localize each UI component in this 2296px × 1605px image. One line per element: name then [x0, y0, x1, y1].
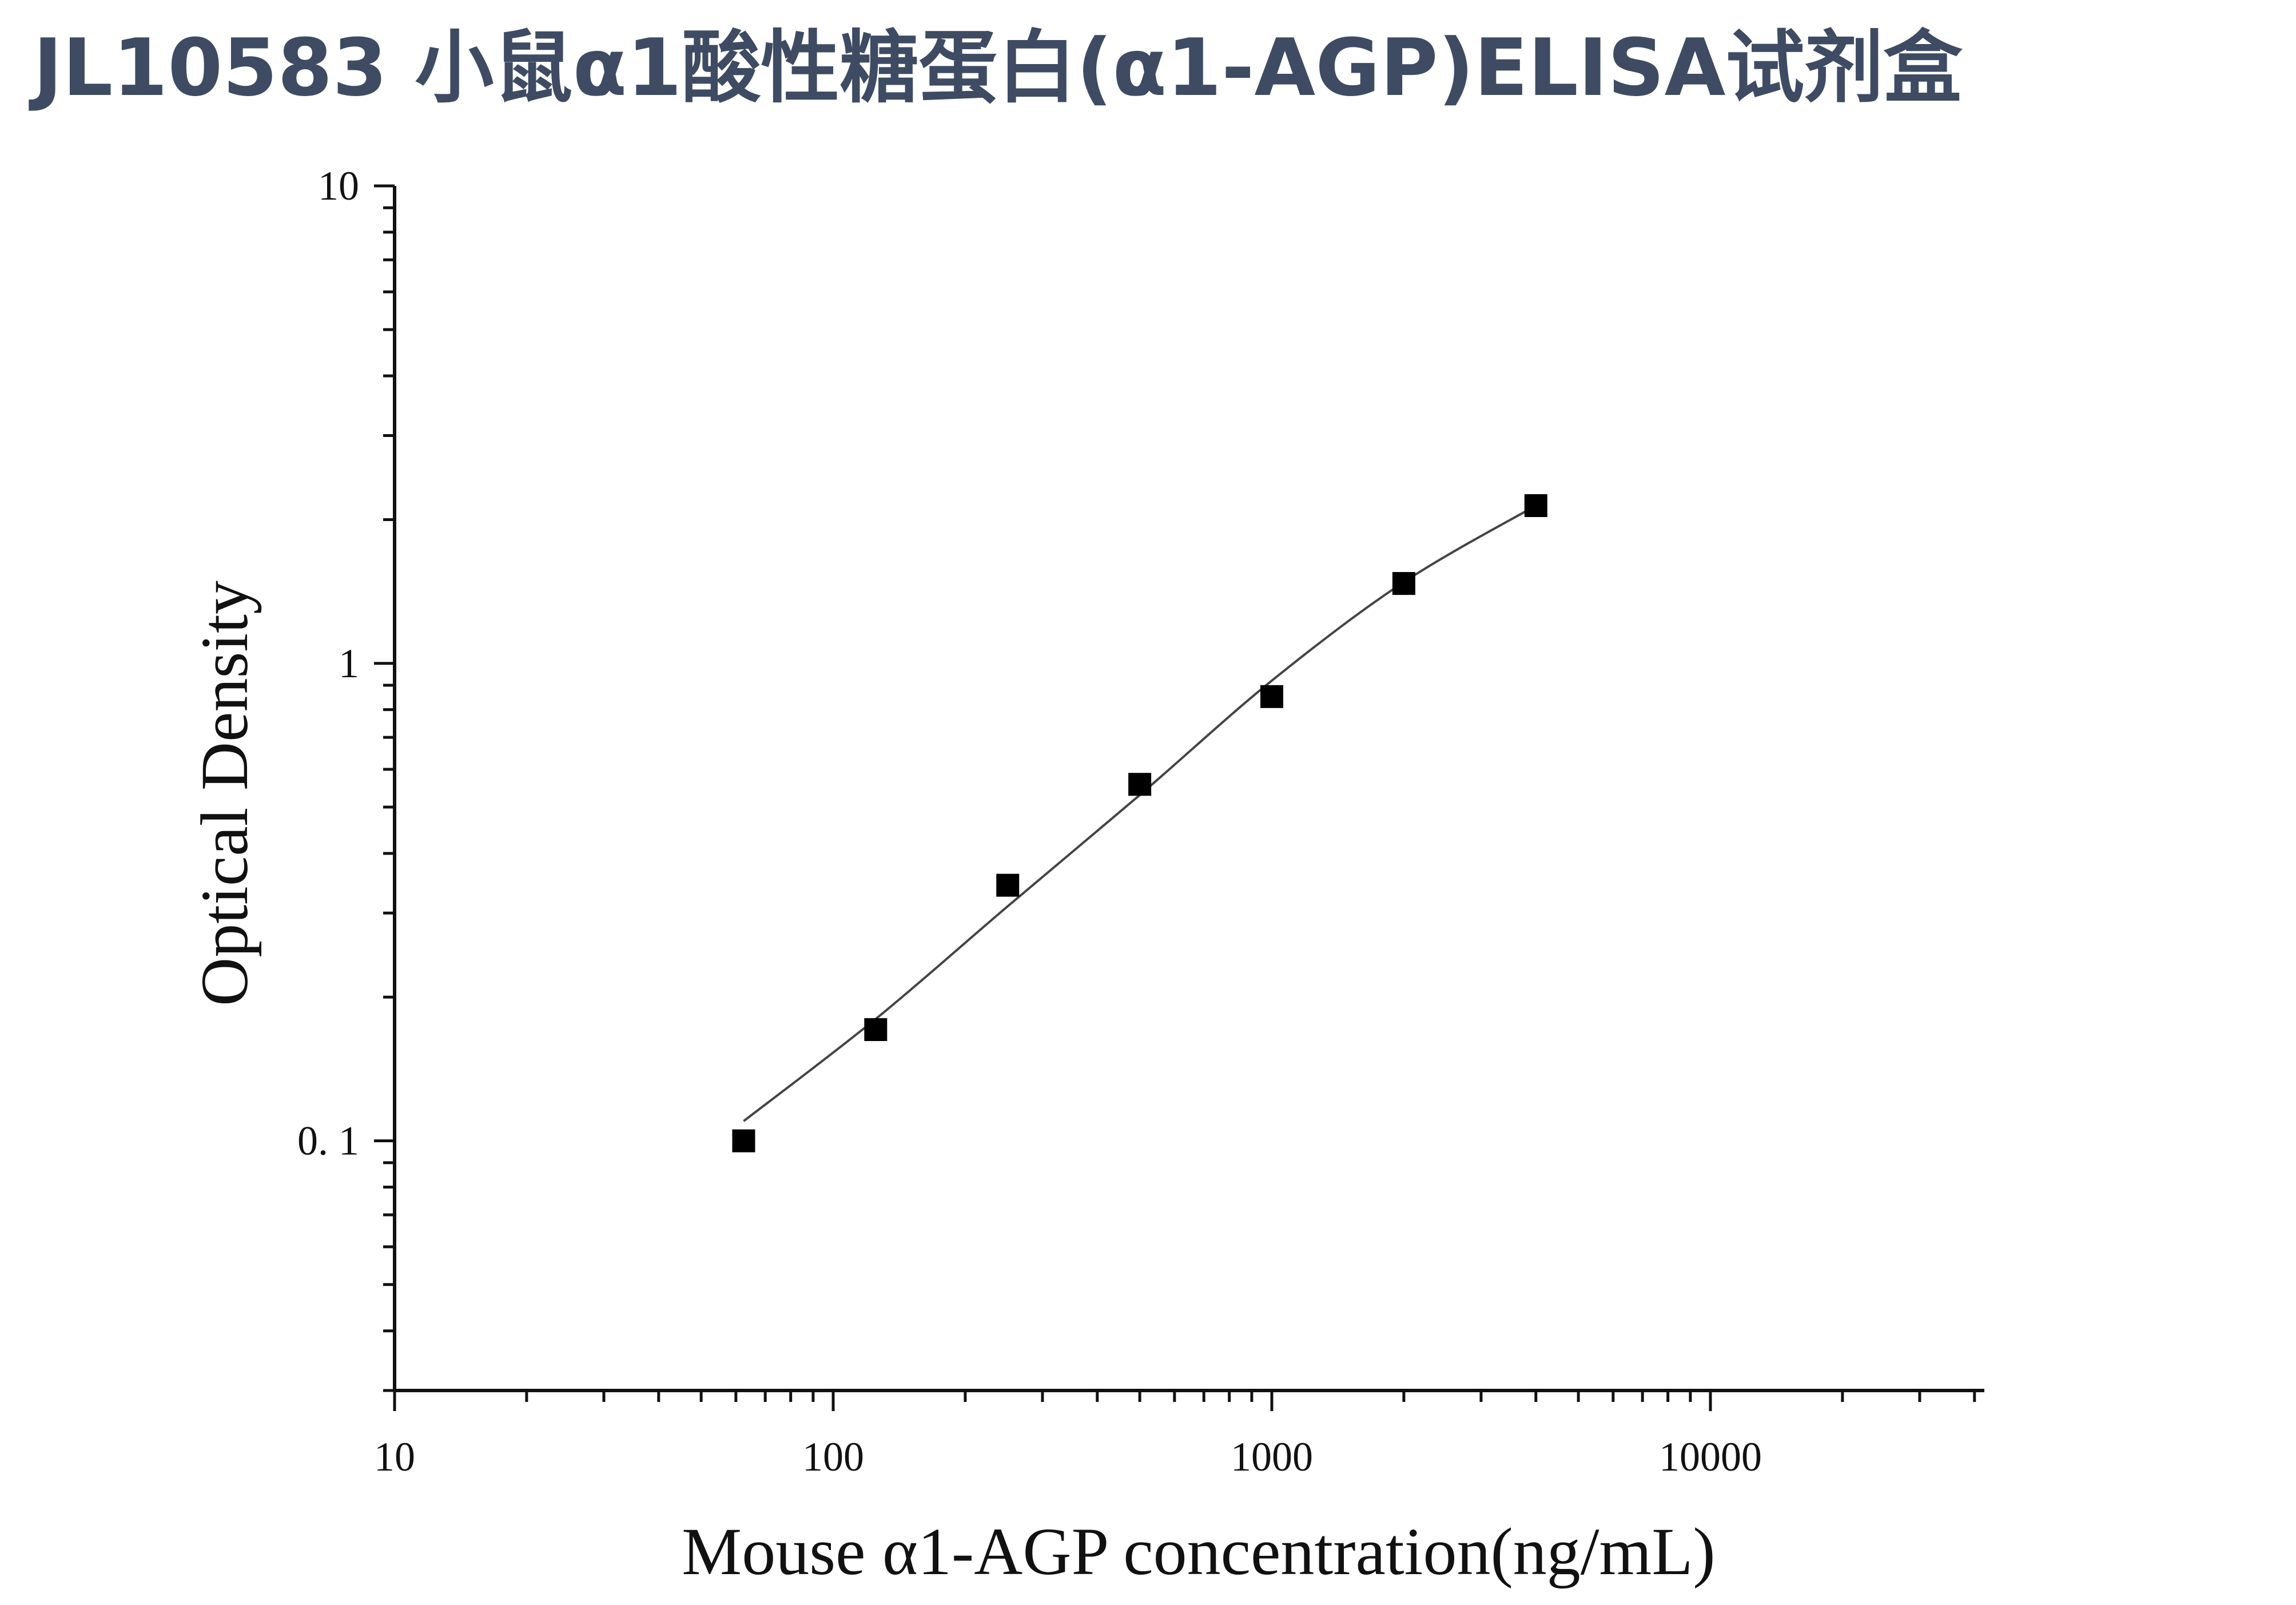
- y-axis-title: Optical Density: [187, 581, 262, 1006]
- x-tick-label: 1000: [1231, 1434, 1313, 1480]
- data-point: [996, 873, 1020, 897]
- data-point: [732, 1129, 755, 1153]
- fit-curve: [743, 504, 1537, 1122]
- data-point: [1524, 494, 1547, 517]
- data-point: [864, 1018, 888, 1042]
- data-point: [1392, 572, 1415, 595]
- x-tick-label: 100: [802, 1434, 864, 1480]
- tick-labels: 10 100 1000 10000 0. 1 1 10: [297, 163, 1762, 1480]
- y-tick-label: 0. 1: [297, 1118, 359, 1164]
- data-point: [1260, 685, 1283, 708]
- y-tick-label: 1: [339, 641, 359, 686]
- x-tick-label: 10000: [1659, 1434, 1762, 1480]
- x-axis-title: Mouse α1-AGP concentration(ng/mL): [682, 1514, 1715, 1589]
- data-point: [1128, 773, 1152, 796]
- axes: [393, 186, 1984, 1392]
- y-tick-label: 10: [318, 163, 359, 209]
- data-points: [732, 494, 1547, 1153]
- page-title: JL10583 小鼠α1酸性糖蛋白(α1-AGP)ELISA试剂盒: [33, 22, 1963, 114]
- x-tick-label: 10: [374, 1434, 415, 1480]
- ticks: [374, 184, 1976, 1411]
